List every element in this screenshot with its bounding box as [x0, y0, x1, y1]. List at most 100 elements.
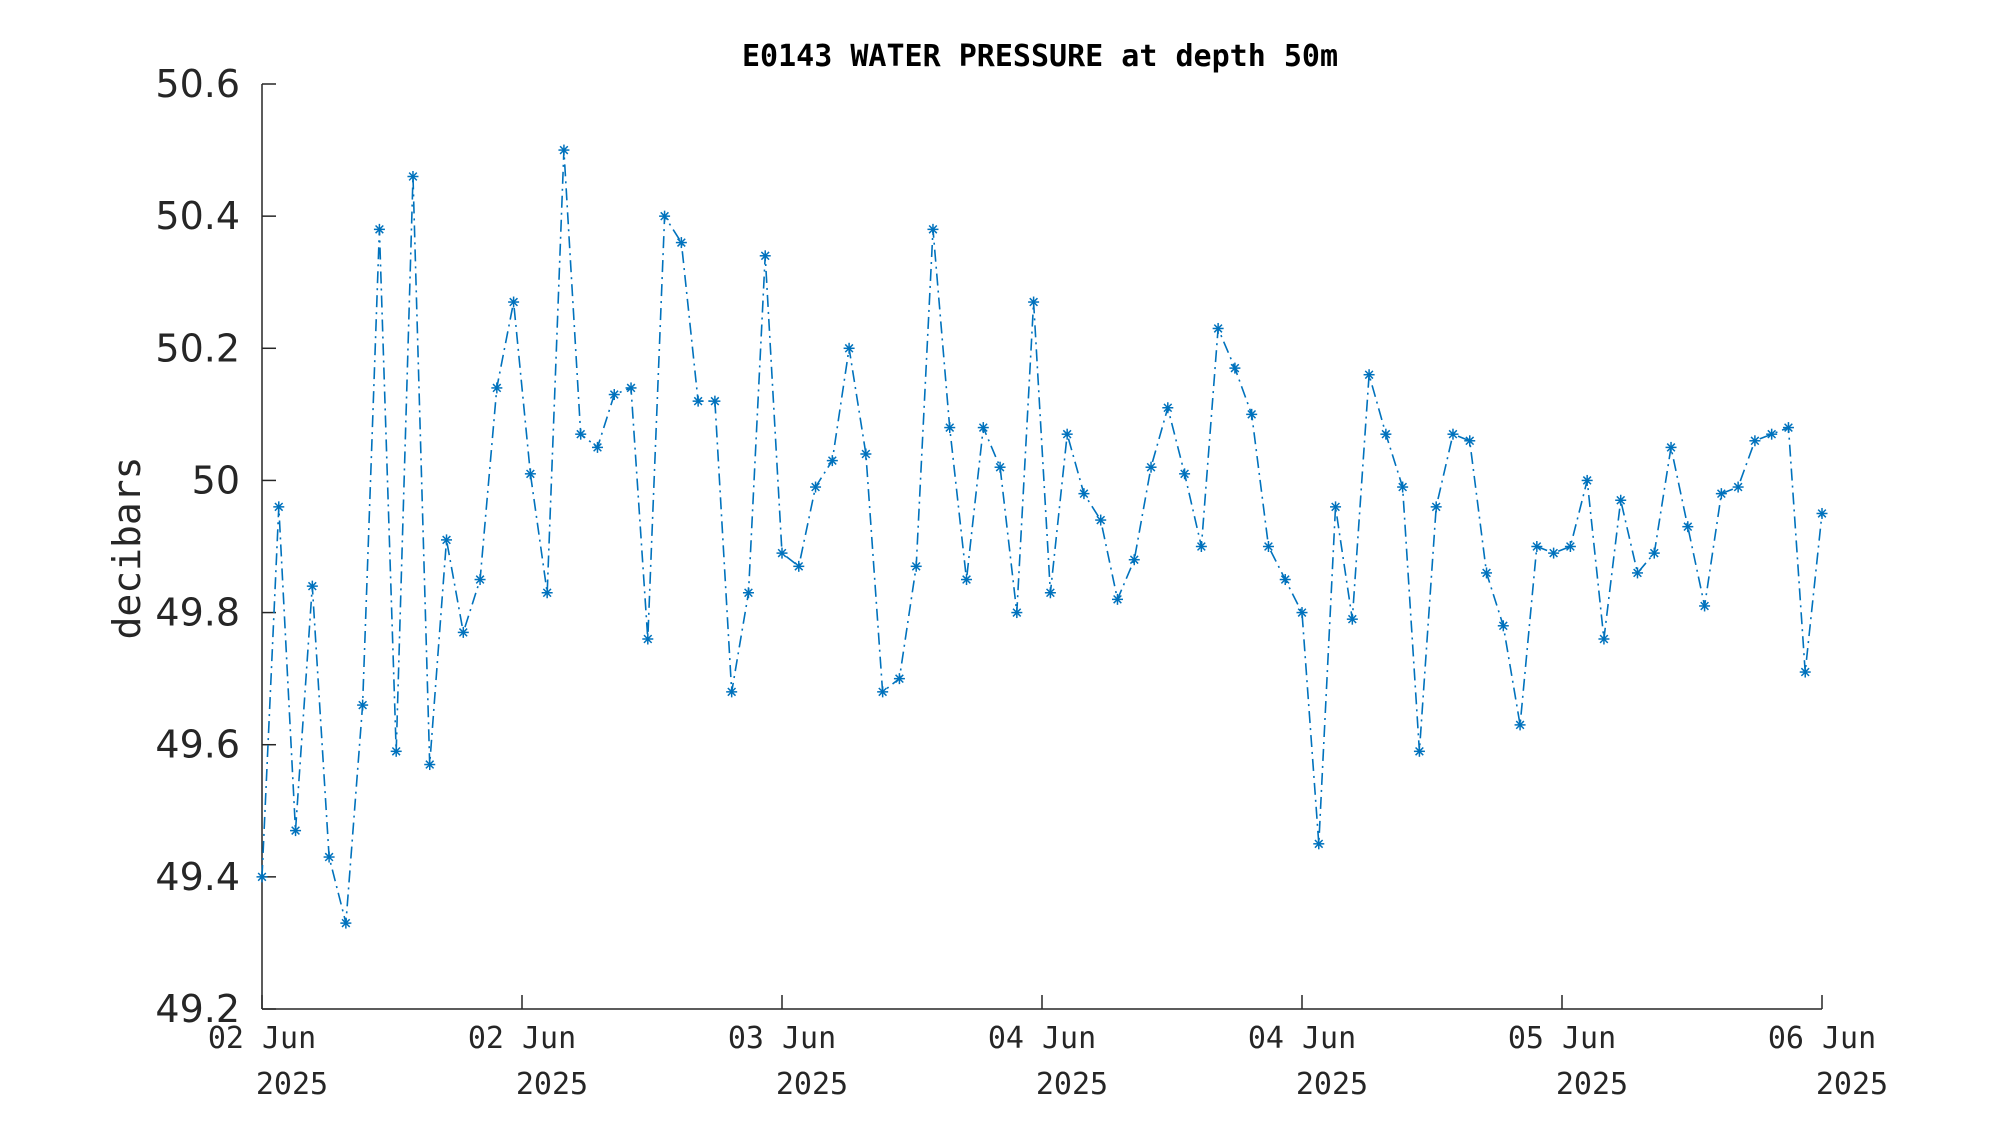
data-point — [591, 441, 603, 453]
x-tick-label-year: 2025 — [776, 1067, 848, 1102]
data-point — [877, 686, 889, 698]
data-point — [508, 296, 520, 308]
data-point — [1766, 428, 1778, 440]
data-point — [1564, 541, 1576, 552]
data-point — [558, 144, 570, 156]
data-point — [843, 342, 855, 354]
y-tick-label: 50 — [192, 458, 240, 502]
x-tick-label-day: 02 Jun — [468, 1021, 576, 1056]
data-point — [524, 468, 536, 480]
data-point — [1531, 541, 1543, 552]
data-point — [1514, 719, 1526, 731]
data-point — [256, 871, 268, 883]
data-point — [759, 250, 771, 262]
x-tick-label-year: 2025 — [1556, 1067, 1628, 1102]
data-point — [910, 560, 922, 572]
data-point — [390, 745, 402, 757]
data-point — [927, 223, 939, 235]
data-point — [977, 422, 989, 434]
data-point — [441, 534, 453, 546]
data-point — [1749, 435, 1761, 447]
data-point — [1028, 296, 1040, 308]
data-point — [826, 455, 838, 467]
y-tick-label: 49.2 — [155, 987, 240, 1031]
data-point — [373, 223, 385, 235]
data-point — [340, 917, 352, 929]
data-point — [1648, 547, 1660, 559]
data-point — [1799, 666, 1811, 678]
data-point — [290, 825, 302, 837]
data-point — [1330, 501, 1342, 513]
data-point — [1078, 488, 1090, 500]
y-tick-label: 50.4 — [155, 194, 240, 238]
data-point — [944, 422, 956, 434]
y-tick-label: 49.6 — [155, 723, 240, 767]
data-point — [1665, 441, 1677, 453]
data-point — [742, 587, 754, 599]
data-point — [709, 395, 721, 407]
data-point — [1464, 435, 1476, 447]
data-point — [860, 448, 872, 460]
data-point — [1313, 838, 1325, 850]
data-point — [1816, 507, 1828, 519]
data-point — [457, 626, 469, 638]
data-point — [1682, 521, 1694, 533]
data-point — [1011, 607, 1023, 619]
data-point — [810, 481, 822, 493]
data-point — [1615, 494, 1627, 506]
x-tick-label-day: 03 Jun — [728, 1021, 836, 1056]
data-point — [474, 574, 486, 586]
data-point — [1631, 567, 1643, 579]
data-point — [1044, 587, 1056, 599]
data-point — [1380, 428, 1392, 440]
data-point — [1548, 547, 1560, 559]
data-point — [1732, 481, 1744, 493]
data-point — [1061, 428, 1073, 440]
data-point — [961, 574, 973, 586]
data-point — [1481, 567, 1493, 579]
data-point — [1279, 574, 1291, 586]
x-tick-label-day: 02 Jun — [208, 1021, 316, 1056]
chart-title: E0143 WATER PRESSURE at depth 50m — [742, 39, 1338, 74]
data-point — [776, 547, 788, 559]
x-tick-label-day: 04 Jun — [988, 1021, 1096, 1056]
data-point — [1581, 474, 1593, 486]
data-point — [1095, 514, 1107, 526]
data-point — [1128, 554, 1140, 566]
y-tick-label: 50.6 — [155, 62, 240, 106]
data-point — [1430, 501, 1442, 513]
data-point — [1296, 607, 1308, 619]
data-point — [726, 686, 738, 698]
data-point — [306, 580, 318, 592]
data-point — [1397, 481, 1409, 493]
data-point — [994, 461, 1006, 473]
data-point — [675, 237, 687, 249]
x-tick-label-year: 2025 — [1816, 1067, 1888, 1102]
x-tick-label-day: 05 Jun — [1508, 1021, 1616, 1056]
data-point — [357, 699, 369, 711]
x-tick-label-day: 06 Jun — [1768, 1021, 1876, 1056]
x-tick-label-day: 04 Jun — [1248, 1021, 1356, 1056]
data-point — [608, 389, 620, 401]
data-point — [1262, 541, 1274, 552]
data-point — [1111, 593, 1123, 605]
data-point — [642, 633, 654, 645]
data-point — [1179, 468, 1191, 480]
data-point — [1447, 428, 1459, 440]
data-point — [1246, 408, 1258, 420]
data-point — [793, 560, 805, 572]
data-point — [1413, 745, 1425, 757]
data-point — [1195, 541, 1207, 552]
y-tick-label: 50.2 — [155, 326, 240, 370]
data-point — [625, 382, 637, 394]
data-point — [424, 759, 436, 771]
data-point — [1363, 369, 1375, 381]
data-point — [1598, 633, 1610, 645]
data-point — [1782, 422, 1794, 434]
y-tick-label: 49.8 — [155, 591, 240, 635]
data-point — [541, 587, 553, 599]
y-axis-label: decibars — [105, 456, 149, 639]
data-point — [491, 382, 503, 394]
x-tick-label-year: 2025 — [256, 1067, 328, 1102]
